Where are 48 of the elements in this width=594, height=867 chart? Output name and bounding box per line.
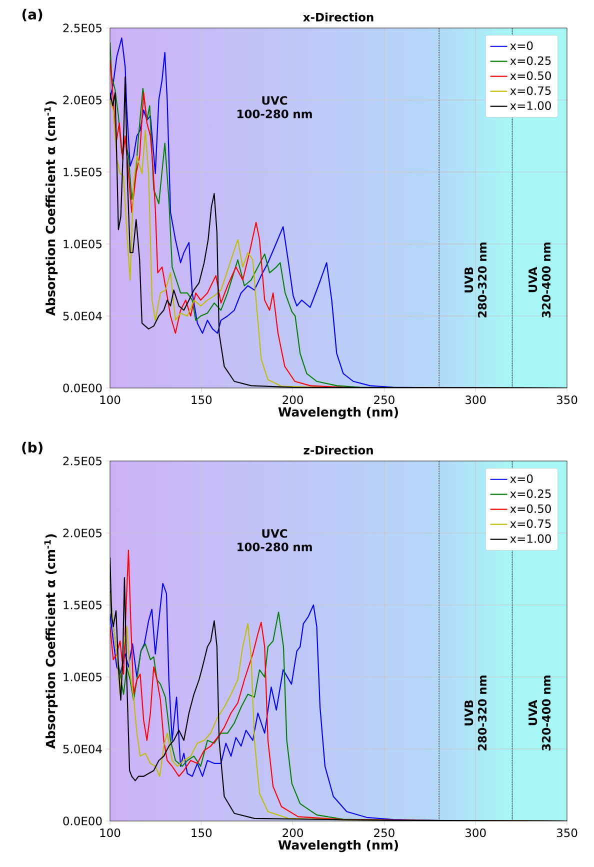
legend-label: x=0.75 bbox=[510, 519, 551, 528]
y-tick-label: 2.5E05 bbox=[63, 456, 102, 466]
band-label: UVA 320-400 nm bbox=[528, 676, 551, 750]
x-tick-label: 300 bbox=[466, 828, 486, 838]
chart-title: z-Direction bbox=[304, 446, 373, 454]
band-label: UVA 320-400 nm bbox=[528, 242, 551, 318]
y-tick-label: 1.5E05 bbox=[64, 600, 102, 610]
chart-title: x-Direction bbox=[303, 12, 374, 22]
legend-label: x=0 bbox=[510, 41, 533, 50]
x-axis-title: Wavelength (nm) bbox=[278, 840, 398, 852]
y-axis-title: Absorption Coefficient α (cm$^{-1}$) bbox=[44, 101, 58, 316]
x-axis-title: Wavelength (nm) bbox=[278, 407, 398, 420]
band-label: UVB 280-320 nm bbox=[464, 676, 487, 750]
x-tick-label: 250 bbox=[374, 828, 394, 838]
x-tick-label: 150 bbox=[192, 828, 212, 838]
text: (a) bbox=[22, 8, 42, 22]
y-tick-label: 1.0E05 bbox=[64, 240, 102, 248]
y-tick-label: 2.5E05 bbox=[63, 24, 102, 32]
legend-label: x=0.25 bbox=[510, 489, 551, 498]
text: (b) bbox=[22, 442, 42, 454]
legend-label: x=0.50 bbox=[510, 71, 551, 80]
y-tick-label: 1.0E05 bbox=[64, 672, 102, 682]
x-tick-label: 250 bbox=[374, 396, 394, 404]
legend-label: x=0.50 bbox=[510, 504, 551, 513]
band-label: UVC 100-280 nm bbox=[238, 529, 312, 552]
x-tick-label: 100 bbox=[100, 828, 120, 838]
y-tick-label: 5.0E04 bbox=[63, 744, 102, 754]
x-tick-label: 100 bbox=[100, 396, 120, 404]
x-tick-label: 300 bbox=[466, 396, 486, 404]
band-label: UVB 280-320 nm bbox=[464, 242, 487, 318]
legend-label: x=0 bbox=[510, 474, 533, 484]
legend-label: x=1.00 bbox=[510, 534, 551, 543]
y-tick-label: 2.0E05 bbox=[63, 96, 102, 104]
y-tick-label: 1.5E05 bbox=[64, 168, 102, 176]
legend-label: x=0.75 bbox=[510, 86, 551, 95]
y-tick-label: 5.0E04 bbox=[63, 312, 102, 320]
x-tick-label: 200 bbox=[282, 396, 303, 404]
y-tick-label: 0.0E00 bbox=[63, 816, 102, 826]
band-label: UVC 100-280 nm bbox=[238, 96, 312, 118]
x-tick-label: 350 bbox=[556, 828, 578, 838]
x-tick-label: 350 bbox=[556, 396, 578, 404]
x-tick-label: 200 bbox=[282, 828, 303, 838]
x-tick-label: 150 bbox=[192, 396, 212, 404]
legend-label: x=0.25 bbox=[510, 56, 551, 66]
y-tick-label: 0.0E00 bbox=[63, 384, 102, 392]
legend-label: x=1.00 bbox=[510, 101, 551, 110]
y-axis-title: Absorption Coefficient α (cm$^{-1}$) bbox=[44, 534, 58, 749]
y-tick-label: 2.0E05 bbox=[63, 528, 102, 538]
